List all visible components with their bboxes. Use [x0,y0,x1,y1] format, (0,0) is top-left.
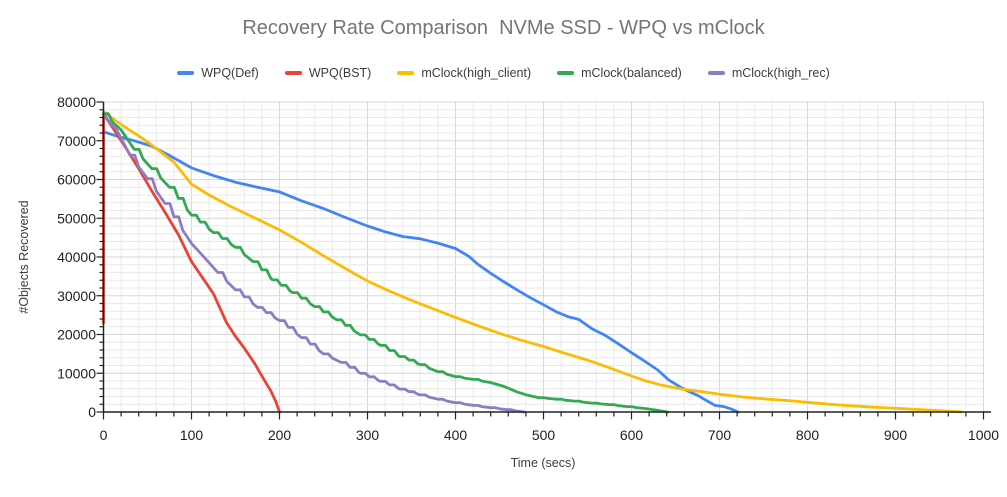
x-tick-label: 0 [100,427,108,443]
y-tick-label: 0 [88,404,96,420]
y-tick-label: 10000 [57,365,96,381]
x-tick-label: 1000 [968,427,999,443]
x-tick-label: 400 [444,427,468,443]
legend-label: mClock(high_rec) [731,66,830,80]
y-tick-label: 20000 [57,327,96,343]
axes: 0 100 200 300 400 500 600 700 800 900 100001000020… [57,94,999,443]
x-tick-label: 300 [356,427,380,443]
series-lines [102,110,963,414]
x-tick-label: 700 [708,427,732,443]
series-line-mclock-high-rec [102,114,526,414]
chart-title: Recovery Rate Comparison NVMe SSD - WPQ … [242,17,765,39]
x-tick-label: 500 [532,427,556,443]
y-tick-label: 40000 [57,249,96,265]
legend: WPQ(Def) WPQ(BST) mClock(high_client) mCloc… [0,64,1007,82]
legend-swatch [284,70,302,76]
legend-swatch [707,70,725,76]
series-line-wpq-def [102,130,740,414]
legend-item-wpq-bst: WPQ(BST) [284,66,372,80]
x-tick-label: 600 [620,427,644,443]
y-tick-label: 80000 [57,94,96,110]
legend-swatch [177,70,195,76]
legend-swatch [397,70,415,76]
x-axis-title: Time (secs) [510,456,576,470]
y-tick-label: 50000 [57,210,96,226]
y-tick-label: 30000 [57,288,96,304]
legend-item-wpq-def: WPQ(Def) [177,66,259,80]
series-line-mclock-high-client [102,110,963,414]
gridlines [103,101,984,412]
x-tick-label: 800 [796,427,820,443]
legend-item-mclock-high-client: mClock(high_client) [397,66,531,80]
legend-label: WPQ(BST) [308,66,372,80]
y-axis-title: #Objects Recovered [17,200,31,314]
legend-item-mclock-balanced: mClock(balanced) [557,66,682,80]
legend-item-mclock-high-rec: mClock(high_rec) [707,66,830,80]
legend-label: mClock(balanced) [581,66,682,80]
x-tick-label: 100 [180,427,204,443]
y-tick-label: 60000 [57,172,96,188]
y-tick-label: 70000 [57,133,96,149]
legend-label: WPQ(Def) [201,66,259,80]
series-line-mclock-balanced [102,112,669,414]
legend-swatch [557,70,575,76]
x-tick-label: 900 [884,427,908,443]
legend-label: mClock(high_client) [421,66,532,80]
x-tick-label: 200 [268,427,292,443]
